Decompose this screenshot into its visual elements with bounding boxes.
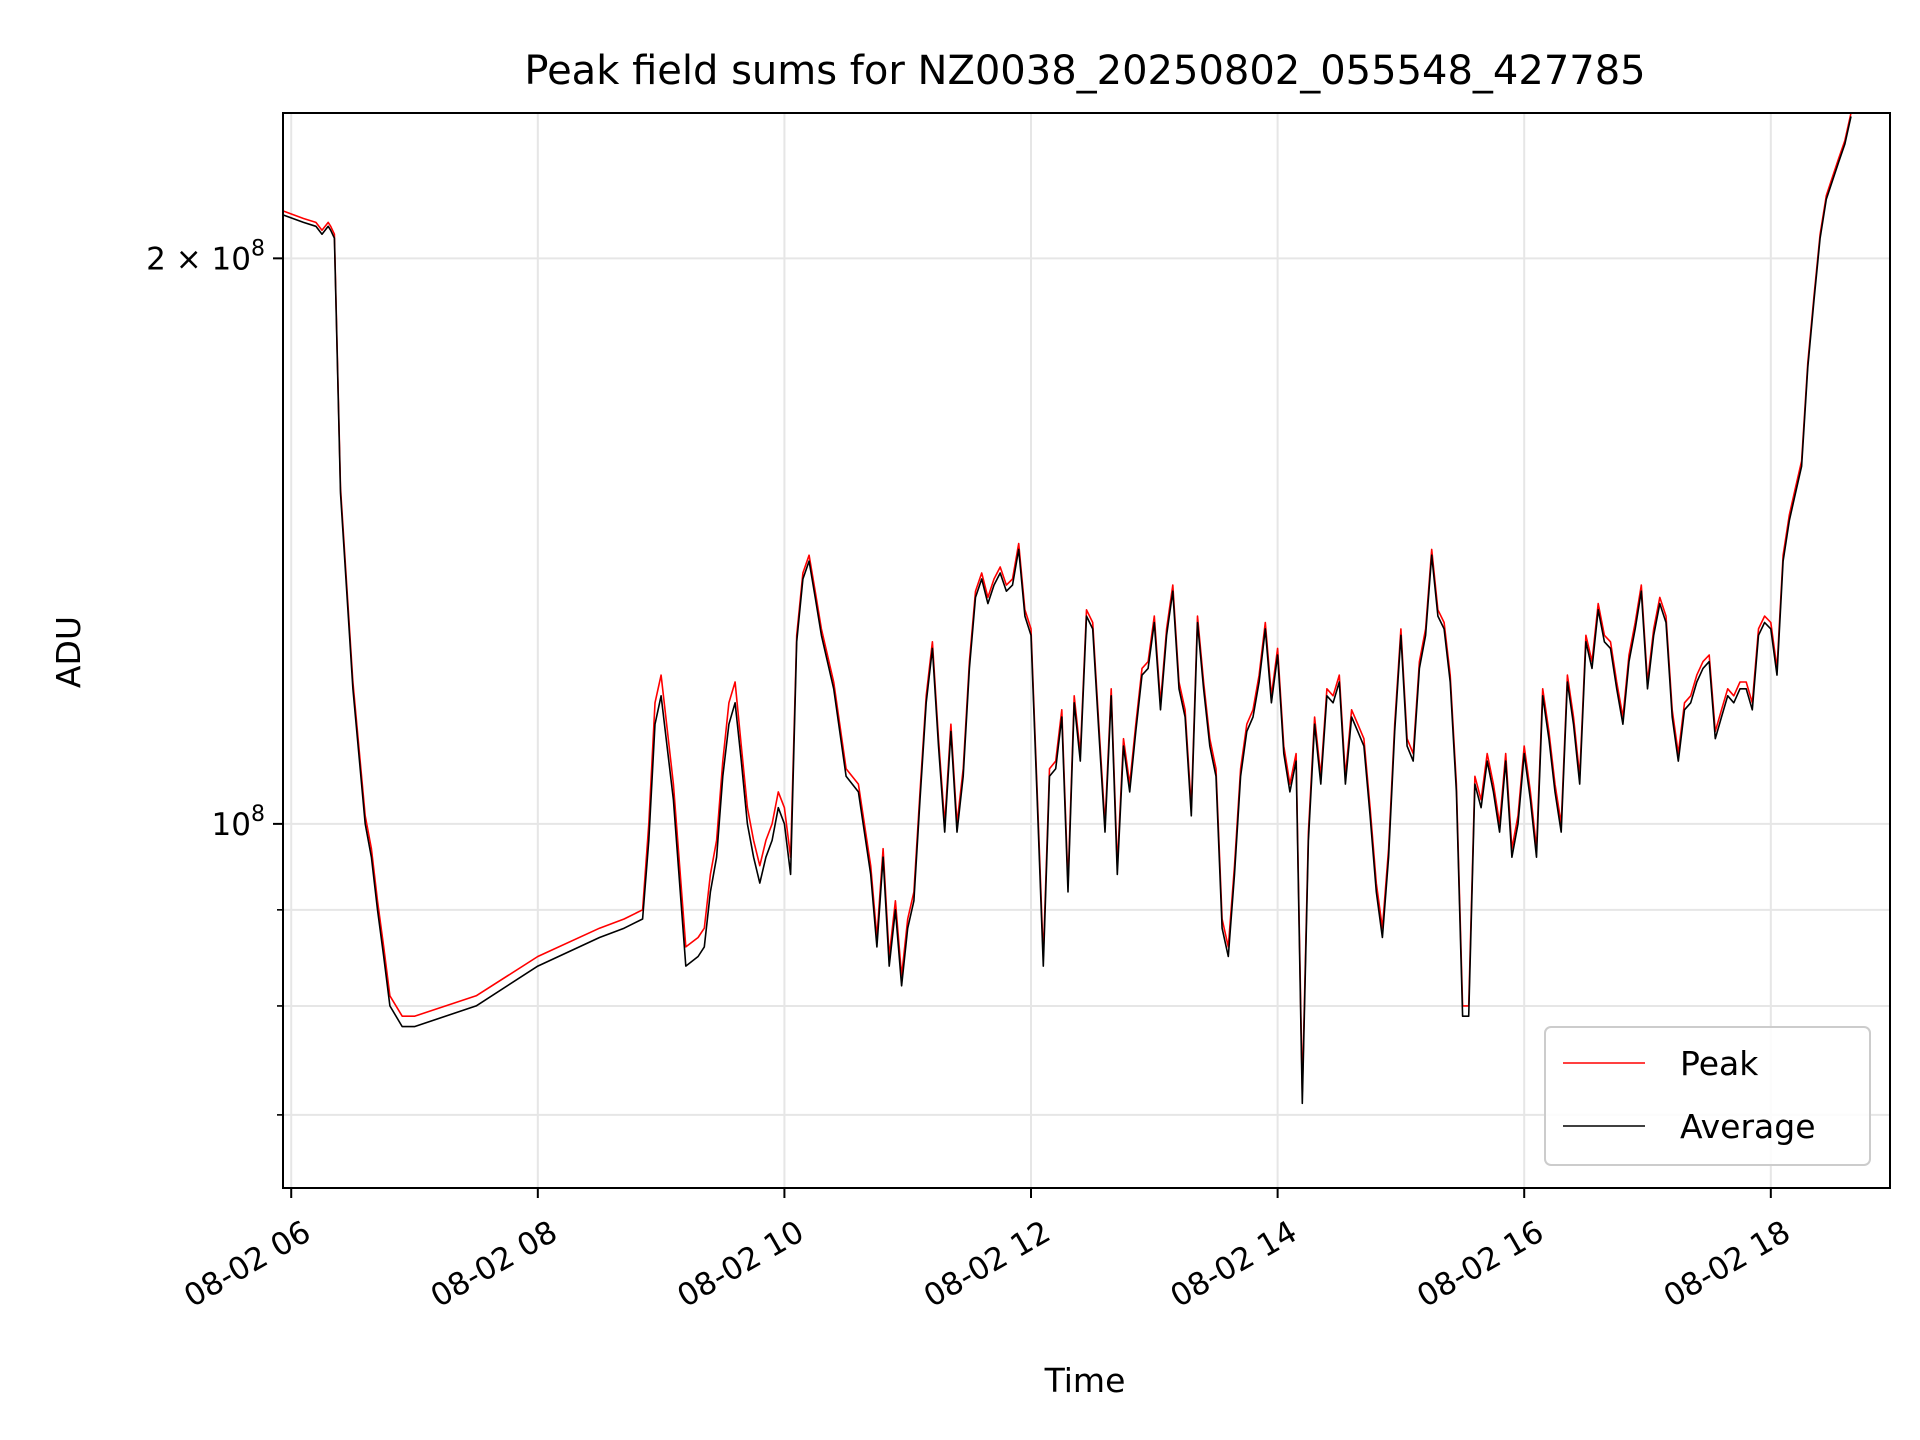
y-tick-label: 108 xyxy=(212,802,265,843)
chart-title: Peak field sums for NZ0038_20250802_0555… xyxy=(524,48,1645,94)
x-tick-label: 08-02 14 xyxy=(1165,1214,1304,1315)
x-tick-label: 08-02 18 xyxy=(1658,1214,1797,1315)
x-axis-label: Time xyxy=(1044,1361,1126,1400)
legend-label-average: Average xyxy=(1680,1107,1816,1146)
legend-label-peak: Peak xyxy=(1680,1044,1759,1083)
x-tick-label: 08-02 16 xyxy=(1411,1214,1550,1315)
plot-background xyxy=(283,113,1890,1188)
legend-box xyxy=(1544,1026,1871,1166)
x-tick-label: 08-02 10 xyxy=(671,1214,810,1315)
legend: Peak Average xyxy=(1544,1026,1871,1166)
y-axis-label: ADU xyxy=(49,616,88,688)
x-tick-label: 08-02 12 xyxy=(918,1214,1057,1315)
y-tick-label: 2 × 108 xyxy=(146,236,265,277)
x-tick-label: 08-02 08 xyxy=(425,1214,564,1315)
y-axis: 108 2 × 108 xyxy=(146,236,283,1116)
plot-frame xyxy=(282,112,1891,1189)
series-line-average xyxy=(282,116,1852,1105)
x-axis: 08-02 06 08-02 08 08-02 10 08-02 12 08-02 14… xyxy=(178,1188,1796,1315)
x-tick-label: 08-02 06 xyxy=(178,1214,317,1315)
